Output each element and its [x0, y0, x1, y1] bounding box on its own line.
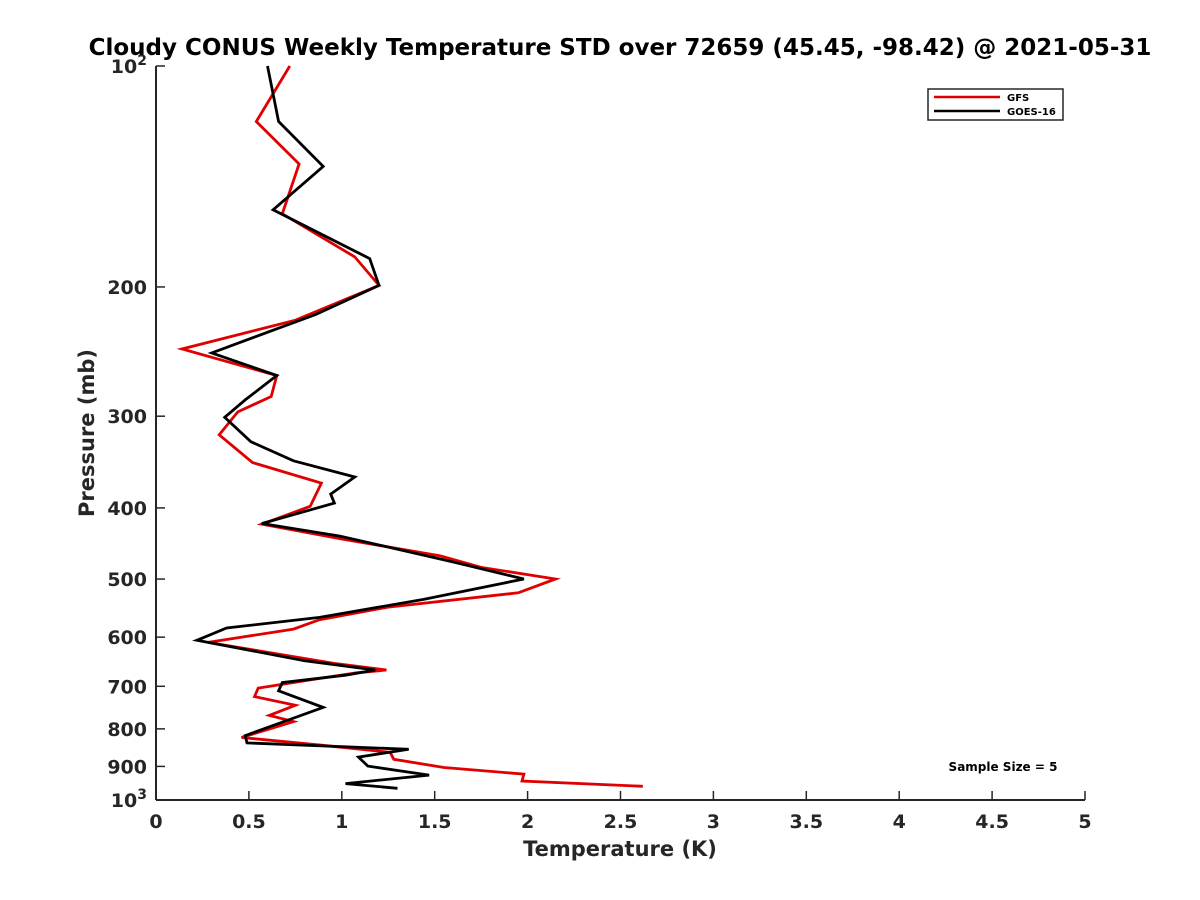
x-tick-label: 1.5 — [418, 811, 452, 833]
y-tick-label: 600 — [107, 627, 147, 649]
sample-size-annotation: Sample Size = 5 — [949, 760, 1058, 774]
legend-box — [927, 88, 1064, 121]
y-tick-label-exponent: 3 — [137, 787, 147, 803]
y-axis-label: Pressure (mb) — [75, 349, 99, 517]
y-tick-label: 700 — [107, 676, 147, 698]
y-tick-label: 300 — [107, 406, 147, 428]
x-tick-label: 0.5 — [232, 811, 266, 833]
x-ticks: 0 0.5 1 1.5 2 2.5 3 3.5 4 4.5 5 — [149, 791, 1092, 833]
x-tick-label: 5 — [1078, 811, 1091, 833]
x-tick-label: 2.5 — [604, 811, 638, 833]
x-tick-label: 2 — [521, 811, 534, 833]
y-tick-label: 800 — [107, 719, 147, 741]
x-tick-label: 4.5 — [975, 811, 1009, 833]
y-tick-label: 103 — [111, 787, 147, 812]
x-tick-label: 4 — [893, 811, 906, 833]
legend-label-goes16: GOES-16 — [1007, 107, 1056, 118]
x-tick-label: 1 — [335, 811, 348, 833]
y-tick-label-base: 10 — [111, 790, 137, 812]
legend-label-gfs: GFS — [1007, 93, 1029, 104]
series-line-goes16 — [192, 65, 525, 790]
y-tick-label: 500 — [107, 569, 147, 591]
y-tick-label-base: 10 — [111, 56, 137, 78]
y-tick-label: 400 — [107, 498, 147, 520]
y-tick-label: 200 — [107, 277, 147, 299]
x-tick-label: 3.5 — [789, 811, 823, 833]
series-lines — [176, 65, 643, 790]
legend: GFS GOES-16 — [927, 88, 1064, 121]
series-line-gfs — [176, 65, 643, 788]
y-tick-label: 900 — [107, 756, 147, 778]
x-axis-label: Temperature (K) — [523, 837, 717, 861]
y-tick-label-exponent: 2 — [137, 53, 147, 69]
x-tick-label: 0 — [149, 811, 162, 833]
y-tick-label: 102 — [111, 53, 147, 78]
chart-title: Cloudy CONUS Weekly Temperature STD over… — [89, 35, 1152, 61]
x-tick-label: 3 — [707, 811, 720, 833]
